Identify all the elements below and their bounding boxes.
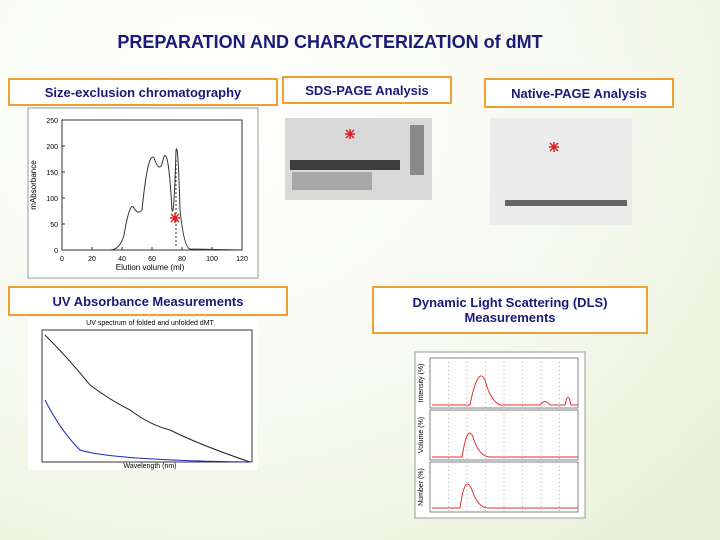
y-tick-label: 150 (46, 170, 58, 177)
gel-ladder (410, 125, 424, 175)
y-tick-label: 100 (46, 196, 58, 203)
axis-label: Intensity (%) (418, 364, 425, 403)
gel-band (505, 200, 627, 206)
dls-curve (432, 483, 578, 509)
axis-label: Wavelength (nm) (123, 463, 176, 470)
x-tick-label: 100 (206, 256, 218, 263)
y-tick-label: 50 (50, 222, 58, 229)
uv-curve (44, 399, 251, 463)
section-label: Size-exclusion chromatography (8, 78, 278, 106)
slide-title: PREPARATION AND CHARACTERIZATION of dMT (117, 32, 543, 52)
section-label: Dynamic Light Scattering (DLS) Measureme… (372, 286, 648, 334)
dls-curve (432, 375, 578, 406)
uv-figure (28, 318, 258, 470)
x-tick-label: 40 (118, 256, 126, 263)
gel-band (290, 160, 400, 170)
y-tick-label: 250 (46, 118, 58, 125)
axis-label: Number (%) (418, 468, 425, 506)
x-tick-label: 120 (236, 256, 248, 263)
y-tick-label: 0 (54, 248, 58, 255)
x-tick-label: 0 (60, 256, 64, 263)
axis-label: Volume (%) (418, 417, 425, 453)
asterisks (170, 129, 559, 223)
sec-ticks: 0 50 100 150 200 250 0 20 40 60 80 100 120 (46, 118, 248, 263)
gel-smear (292, 172, 372, 190)
x-tick-label: 80 (178, 256, 186, 263)
section-label: UV Absorbance Measurements (8, 286, 288, 316)
dls-figure (414, 351, 586, 519)
section-label: SDS-PAGE Analysis (282, 76, 452, 104)
sec-curve (62, 148, 243, 251)
x-tick-label: 60 (148, 256, 156, 263)
uv-axes (41, 329, 253, 463)
uv-title: UV spectrum of folded and unfolded dMT (86, 320, 214, 327)
axis-label: Elution volume (ml) (116, 263, 185, 272)
section-label: Native-PAGE Analysis (484, 78, 674, 108)
y-tick-label: 200 (46, 144, 58, 151)
axis-label: mAbsorbance (29, 160, 38, 210)
uv-curve (44, 334, 251, 463)
x-tick-label: 20 (88, 256, 96, 263)
native-gel (490, 118, 632, 225)
dls-curve (432, 432, 578, 458)
dls-panels: Intensity (%) Volume (%) Number (%) (418, 357, 579, 513)
